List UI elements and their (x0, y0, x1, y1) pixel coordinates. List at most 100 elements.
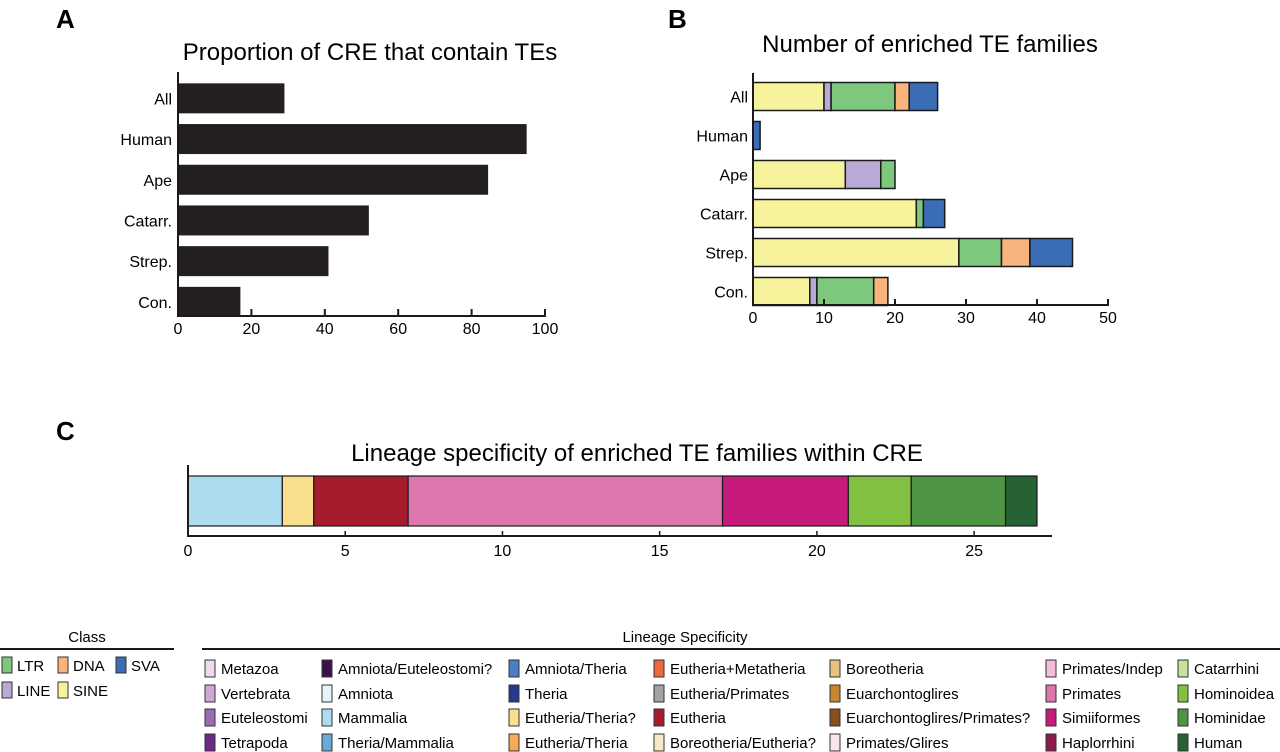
legend-swatch-lineage-eutheria-primates (653, 684, 665, 703)
legend-label-sine: SINE (73, 683, 108, 700)
chart-a-title: Proportion of CRE that contain TEs (183, 39, 557, 66)
tick-label-b-30: 30 (957, 310, 975, 327)
legend-swatch-lineage-primates-indep (1045, 659, 1057, 678)
legend-swatch-lineage-euarchontoglires (829, 684, 841, 703)
tick-label-b-10: 10 (815, 310, 833, 327)
chart-b-title: Number of enriched TE families (762, 31, 1098, 58)
bar-segment-b-strep-sva (1029, 237, 1074, 268)
bar-segment-b-strep-dna (1000, 237, 1031, 268)
legend-label-lineage-eutheria-theria: Eutheria/Theria? (525, 710, 636, 727)
legend-label-lineage-hominoidea: Hominoidea (1194, 686, 1275, 703)
bar-segment-b-strep-ltr (958, 237, 1003, 268)
legend-label-lineage-hominidae: Hominidae (1194, 710, 1266, 727)
bar-segment-b-all-sine (752, 81, 825, 112)
bar-segment-c-eutheria-theria (281, 475, 315, 527)
bar-segment-b-con-sine (752, 276, 811, 307)
category-label-a-strep: Strep. (129, 254, 172, 271)
bar-segment-b-con-ltr (816, 276, 875, 307)
legend-swatch-lineage-primates (1045, 684, 1057, 703)
legend-label-lineage-amniota-theria: Amniota/Theria (525, 661, 627, 678)
bar-a-strep (178, 246, 329, 277)
tick-label-b-50: 50 (1099, 310, 1117, 327)
bar-segment-b-all-line (823, 81, 832, 112)
legend-label-lineage-boreotheria-eutheria: Boreotheria/Eutheria? (670, 735, 816, 752)
bar-segment-c-simiiformes (721, 475, 849, 527)
tick-label-a-40: 40 (316, 321, 334, 338)
legend-swatch-lineage-euarchontoglires-primates (829, 708, 841, 727)
legend-swatch-sva (115, 656, 127, 674)
legend-label-lineage-euarchontoglires: Euarchontoglires (846, 686, 959, 703)
category-label-a-human: Human (120, 132, 172, 149)
legend-swatch-lineage-amniota-theria (508, 659, 520, 678)
legend-label-lineage-eutheria-metatheria: Eutheria+Metatheria (670, 661, 806, 678)
category-label-b-human: Human (696, 129, 748, 146)
tick-label-b-40: 40 (1028, 310, 1046, 327)
legend-label-lineage-vertebrata: Vertebrata (221, 686, 291, 703)
tick-label-a-60: 60 (389, 321, 407, 338)
bar-segment-c-hominidae (910, 475, 1007, 527)
tick-label-a-80: 80 (463, 321, 481, 338)
legend-lineage-heading: Lineage Specificity (622, 629, 748, 646)
bar-segment-b-all-dna (894, 81, 910, 112)
legend-swatch-lineage-eutheria-metatheria (653, 659, 665, 678)
chart-a: Proportion of CRE that contain TEs All Hu… (120, 39, 558, 338)
legend-label-lineage-amniota-euteleostomi: Amniota/Euteleostomi? (338, 661, 492, 678)
bar-segment-c-primates (407, 475, 724, 527)
legend-swatch-lineage-primates-glires (829, 733, 841, 752)
bar-segment-b-con-line (809, 276, 818, 307)
legend-swatch-ltr (1, 656, 13, 674)
category-label-b-ape: Ape (720, 168, 749, 185)
category-label-b-con: Con. (714, 285, 748, 302)
tick-label-c-25: 25 (965, 543, 983, 560)
tick-label-c-20: 20 (808, 543, 826, 560)
bar-segment-c-mammalia (187, 475, 283, 527)
legend-label-lineage-tetrapoda: Tetrapoda (221, 735, 288, 752)
panel-label-b: B (668, 4, 687, 34)
legend-label-sva: SVA (131, 658, 160, 675)
legend-label-lineage-theria-mammalia: Theria/Mammalia (338, 735, 455, 752)
legend-swatch-lineage-human (1177, 733, 1189, 752)
tick-label-a-0: 0 (174, 321, 183, 338)
tick-label-c-10: 10 (494, 543, 512, 560)
legend-swatch-lineage-tetrapoda (204, 733, 216, 752)
legend-label-lineage-primates-glires: Primates/Glires (846, 735, 949, 752)
bar-segment-b-ape-line (844, 159, 882, 190)
legend-class: Class LTR DNA SVA LINE SINE (0, 629, 174, 700)
tick-label-c-0: 0 (184, 543, 193, 560)
legend-label-lineage-theria: Theria (525, 686, 568, 703)
legend-swatch-lineage-hominidae (1177, 708, 1189, 727)
legend-label-lineage-metazoa: Metazoa (221, 661, 279, 678)
legend-label-lineage-eutheria-primates: Eutheria/Primates (670, 686, 789, 703)
legend-label-lineage-eutheria: Eutheria (670, 710, 727, 727)
legend-swatch-line (1, 681, 13, 699)
tick-label-c-5: 5 (341, 543, 350, 560)
legend-label-lineage-mammalia: Mammalia (338, 710, 408, 727)
bar-segment-b-strep-sine (752, 237, 960, 268)
legend-label-lineage-human: Human (1194, 735, 1242, 752)
legend-swatch-lineage-eutheria-theria (508, 733, 520, 752)
legend-swatch-sine (57, 681, 69, 699)
legend-label-ltr: LTR (17, 658, 44, 675)
chart-c: Lineage specificity of enriched TE famil… (184, 440, 1052, 560)
bar-a-ape (178, 164, 489, 195)
bar-segment-c-eutheria (313, 475, 409, 527)
tick-label-b-0: 0 (749, 310, 758, 327)
bar-a-all (178, 83, 285, 114)
legend-label-dna: DNA (73, 658, 105, 675)
bar-segment-b-human-sva (752, 120, 761, 151)
legend-swatch-lineage-metazoa (204, 659, 216, 678)
legend-label-lineage-amniota: Amniota (338, 686, 394, 703)
legend-label-line: LINE (17, 683, 50, 700)
bar-segment-b-catarr-ltr (915, 198, 925, 229)
tick-label-b-20: 20 (886, 310, 904, 327)
bar-a-human (178, 124, 527, 155)
legend-swatch-lineage-simiiformes (1045, 708, 1057, 727)
bar-segment-b-ape-ltr (880, 159, 896, 190)
category-label-a-con: Con. (138, 295, 172, 312)
legend-swatch-lineage-theria (508, 684, 520, 703)
bar-segment-b-catarr-sine (752, 198, 918, 229)
category-label-a-catarr: Catarr. (124, 213, 172, 230)
legend-swatch-lineage-eutheria-theria (508, 708, 520, 727)
legend-swatch-lineage-amniota-euteleostomi (321, 659, 333, 678)
